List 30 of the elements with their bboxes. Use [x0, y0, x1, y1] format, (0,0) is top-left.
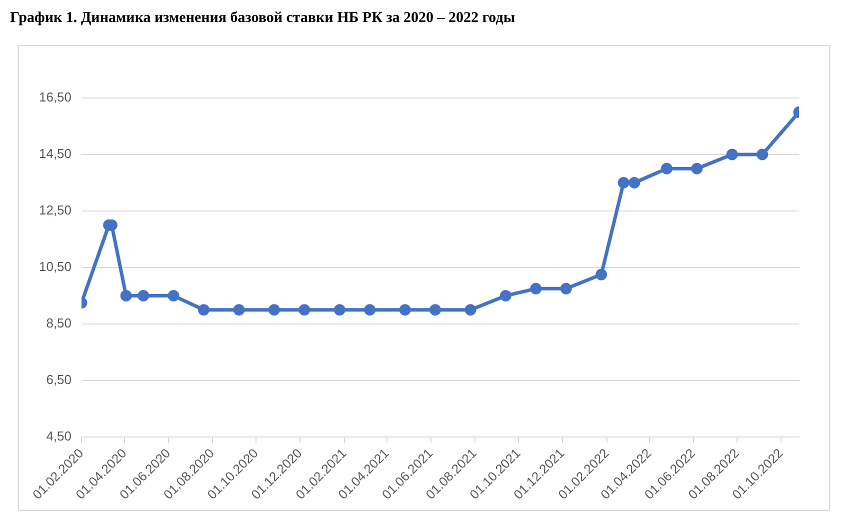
point: [429, 304, 441, 316]
point: [120, 290, 132, 302]
point: [628, 176, 640, 188]
y-tick-label: 14,50: [38, 146, 72, 162]
point: [530, 282, 542, 294]
point: [298, 304, 310, 316]
point: [596, 268, 608, 280]
y-tick-label: 8,50: [46, 316, 72, 331]
y-tick-label: 4,50: [46, 428, 72, 444]
point: [464, 304, 476, 316]
point: [233, 304, 245, 316]
y-tick-label: 12,50: [38, 202, 72, 218]
point: [756, 148, 768, 160]
point: [726, 148, 738, 160]
chart-title: График 1. Динамика изменения базовой ставки НБ РК за 2020 – 2022 годы: [9, 9, 516, 28]
y-tick-label: 16,50: [38, 90, 72, 105]
y-tick-label: 6,50: [46, 372, 72, 388]
y-tick-label: 10,50: [38, 259, 72, 274]
point: [138, 290, 150, 302]
point: [399, 304, 411, 316]
point: [364, 304, 376, 316]
point: [500, 290, 512, 302]
point: [334, 304, 346, 316]
point: [560, 282, 572, 294]
point: [198, 304, 210, 316]
point: [618, 176, 630, 188]
point: [268, 304, 280, 316]
point: [691, 162, 703, 174]
point: [168, 290, 180, 302]
point: [660, 162, 672, 174]
